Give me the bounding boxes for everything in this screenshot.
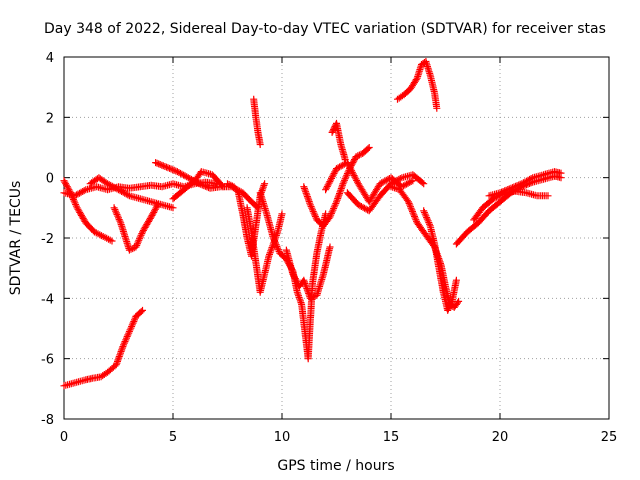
x-tick-label: 25	[601, 430, 618, 445]
data-point-markers	[420, 207, 460, 314]
data-point-markers	[243, 204, 286, 296]
y-axis-title: SDTVAR / TECUs	[8, 181, 24, 296]
series-arc-8	[250, 95, 264, 148]
x-tick-label: 10	[274, 430, 291, 445]
series-arc-17	[387, 183, 463, 311]
series-arc-4	[86, 174, 177, 212]
grid-lines	[64, 57, 609, 419]
data-point-markers	[282, 243, 334, 302]
data-point-markers	[169, 168, 227, 203]
data-point-markers	[343, 171, 428, 215]
series-arc-18	[420, 207, 460, 314]
data-point-markers	[110, 201, 162, 254]
series-arc-20	[452, 172, 565, 248]
data-point-markers	[328, 119, 349, 164]
data-point-markers	[322, 159, 417, 206]
y-tick-label: -2	[41, 232, 54, 247]
data-point-markers	[394, 58, 441, 112]
series-arc-12	[282, 243, 334, 302]
axis-ticks: 0 5 10 15 20 25 -8 -6 -4 -2 0 2 4	[41, 51, 617, 445]
y-tick-label: -8	[41, 413, 54, 428]
series-arc-22	[485, 168, 565, 200]
x-tick-label: 0	[60, 430, 68, 445]
series-arc-5	[110, 201, 162, 254]
data-point-markers	[452, 172, 565, 248]
x-tick-label: 20	[492, 430, 509, 445]
y-tick-label: -4	[41, 292, 54, 307]
series-arc-19	[394, 58, 441, 112]
series-arc-10	[243, 204, 286, 296]
x-axis-title: GPS time / hours	[277, 458, 394, 474]
data-point-markers	[250, 95, 264, 148]
y-tick-label: 4	[46, 51, 54, 66]
x-tick-label: 5	[169, 430, 177, 445]
data-point-markers	[86, 174, 177, 212]
chart-title: Day 348 of 2022, Sidereal Day-to-day VTE…	[44, 21, 606, 37]
series-arc-1	[60, 306, 146, 390]
y-tick-label: 0	[46, 172, 54, 187]
series-arc-11	[256, 189, 330, 363]
data-point-markers	[60, 306, 146, 390]
series-arc-14	[328, 119, 349, 164]
data-point-markers	[387, 183, 463, 311]
series-arc-16	[343, 171, 428, 215]
data-points	[60, 58, 565, 390]
x-tick-label: 15	[383, 430, 400, 445]
series-arc-15	[322, 159, 417, 206]
y-tick-label: 2	[46, 111, 54, 126]
y-tick-label: -6	[41, 353, 54, 368]
data-point-markers	[485, 168, 565, 200]
series-arc-7	[169, 168, 227, 203]
data-point-markers	[256, 189, 330, 363]
